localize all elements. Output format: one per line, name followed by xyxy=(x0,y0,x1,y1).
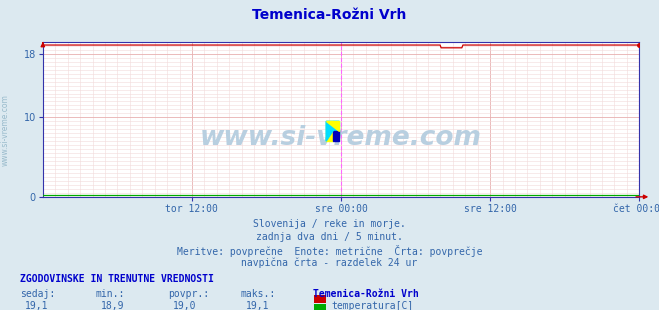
Text: sedaj:: sedaj: xyxy=(20,289,55,299)
Text: 19,1: 19,1 xyxy=(25,301,49,310)
Text: temperatura[C]: temperatura[C] xyxy=(331,301,414,310)
Text: Temenica-Rožni Vrh: Temenica-Rožni Vrh xyxy=(252,8,407,22)
Text: ZGODOVINSKE IN TRENUTNE VREDNOSTI: ZGODOVINSKE IN TRENUTNE VREDNOSTI xyxy=(20,274,214,284)
Text: min.:: min.: xyxy=(96,289,125,299)
Text: maks.:: maks.: xyxy=(241,289,275,299)
Bar xyxy=(326,121,333,141)
Text: www.si-vreme.com: www.si-vreme.com xyxy=(200,125,482,151)
Polygon shape xyxy=(326,121,339,141)
Polygon shape xyxy=(326,121,339,131)
Text: Slovenija / reke in morje.: Slovenija / reke in morje. xyxy=(253,219,406,228)
Text: 18,9: 18,9 xyxy=(101,301,125,310)
Bar xyxy=(333,131,339,141)
Text: navpična črta - razdelek 24 ur: navpična črta - razdelek 24 ur xyxy=(241,258,418,268)
Text: 19,1: 19,1 xyxy=(246,301,270,310)
Text: 19,0: 19,0 xyxy=(173,301,197,310)
Bar xyxy=(333,121,339,131)
Text: zadnja dva dni / 5 minut.: zadnja dva dni / 5 minut. xyxy=(256,232,403,241)
Text: povpr.:: povpr.: xyxy=(168,289,209,299)
Text: Meritve: povprečne  Enote: metrične  Črta: povprečje: Meritve: povprečne Enote: metrične Črta:… xyxy=(177,245,482,257)
Text: Temenica-Rožni Vrh: Temenica-Rožni Vrh xyxy=(313,289,418,299)
Text: www.si-vreme.com: www.si-vreme.com xyxy=(1,94,10,166)
